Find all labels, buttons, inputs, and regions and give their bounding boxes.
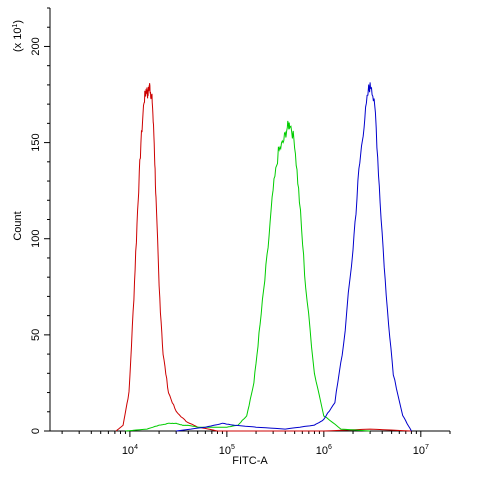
x-tick-label: 107 <box>413 444 429 457</box>
y-tick-label: 50 <box>30 329 42 341</box>
x-tick-label: 104 <box>122 444 138 457</box>
series-line-2 <box>125 120 371 432</box>
y-tick-label: 0 <box>30 428 42 434</box>
y-tick-label: 100 <box>30 230 42 248</box>
y-axis-title: Count <box>12 211 24 240</box>
y-multiplier-suffix: ) <box>12 20 24 24</box>
x-tick-label: 106 <box>316 444 332 457</box>
y-multiplier-prefix: (x 10 <box>12 28 24 52</box>
x-axis-title: FITC-A <box>232 455 268 467</box>
series-line-3 <box>176 82 412 432</box>
x-axis-ticks: 104 105 106 107 <box>61 431 451 457</box>
y-multiplier-exponent: 1 <box>12 24 19 28</box>
series-layer <box>115 82 412 432</box>
series-line-1 <box>115 83 412 432</box>
y-tick-label: 150 <box>30 133 42 151</box>
x-tick-label: 105 <box>219 444 235 457</box>
plot-frame <box>49 8 450 432</box>
y-multiplier-label: (x 101) <box>12 20 24 52</box>
y-tick-label: 200 <box>30 37 42 55</box>
y-axis-ticks: 0 50 100 150 200 <box>30 7 50 434</box>
